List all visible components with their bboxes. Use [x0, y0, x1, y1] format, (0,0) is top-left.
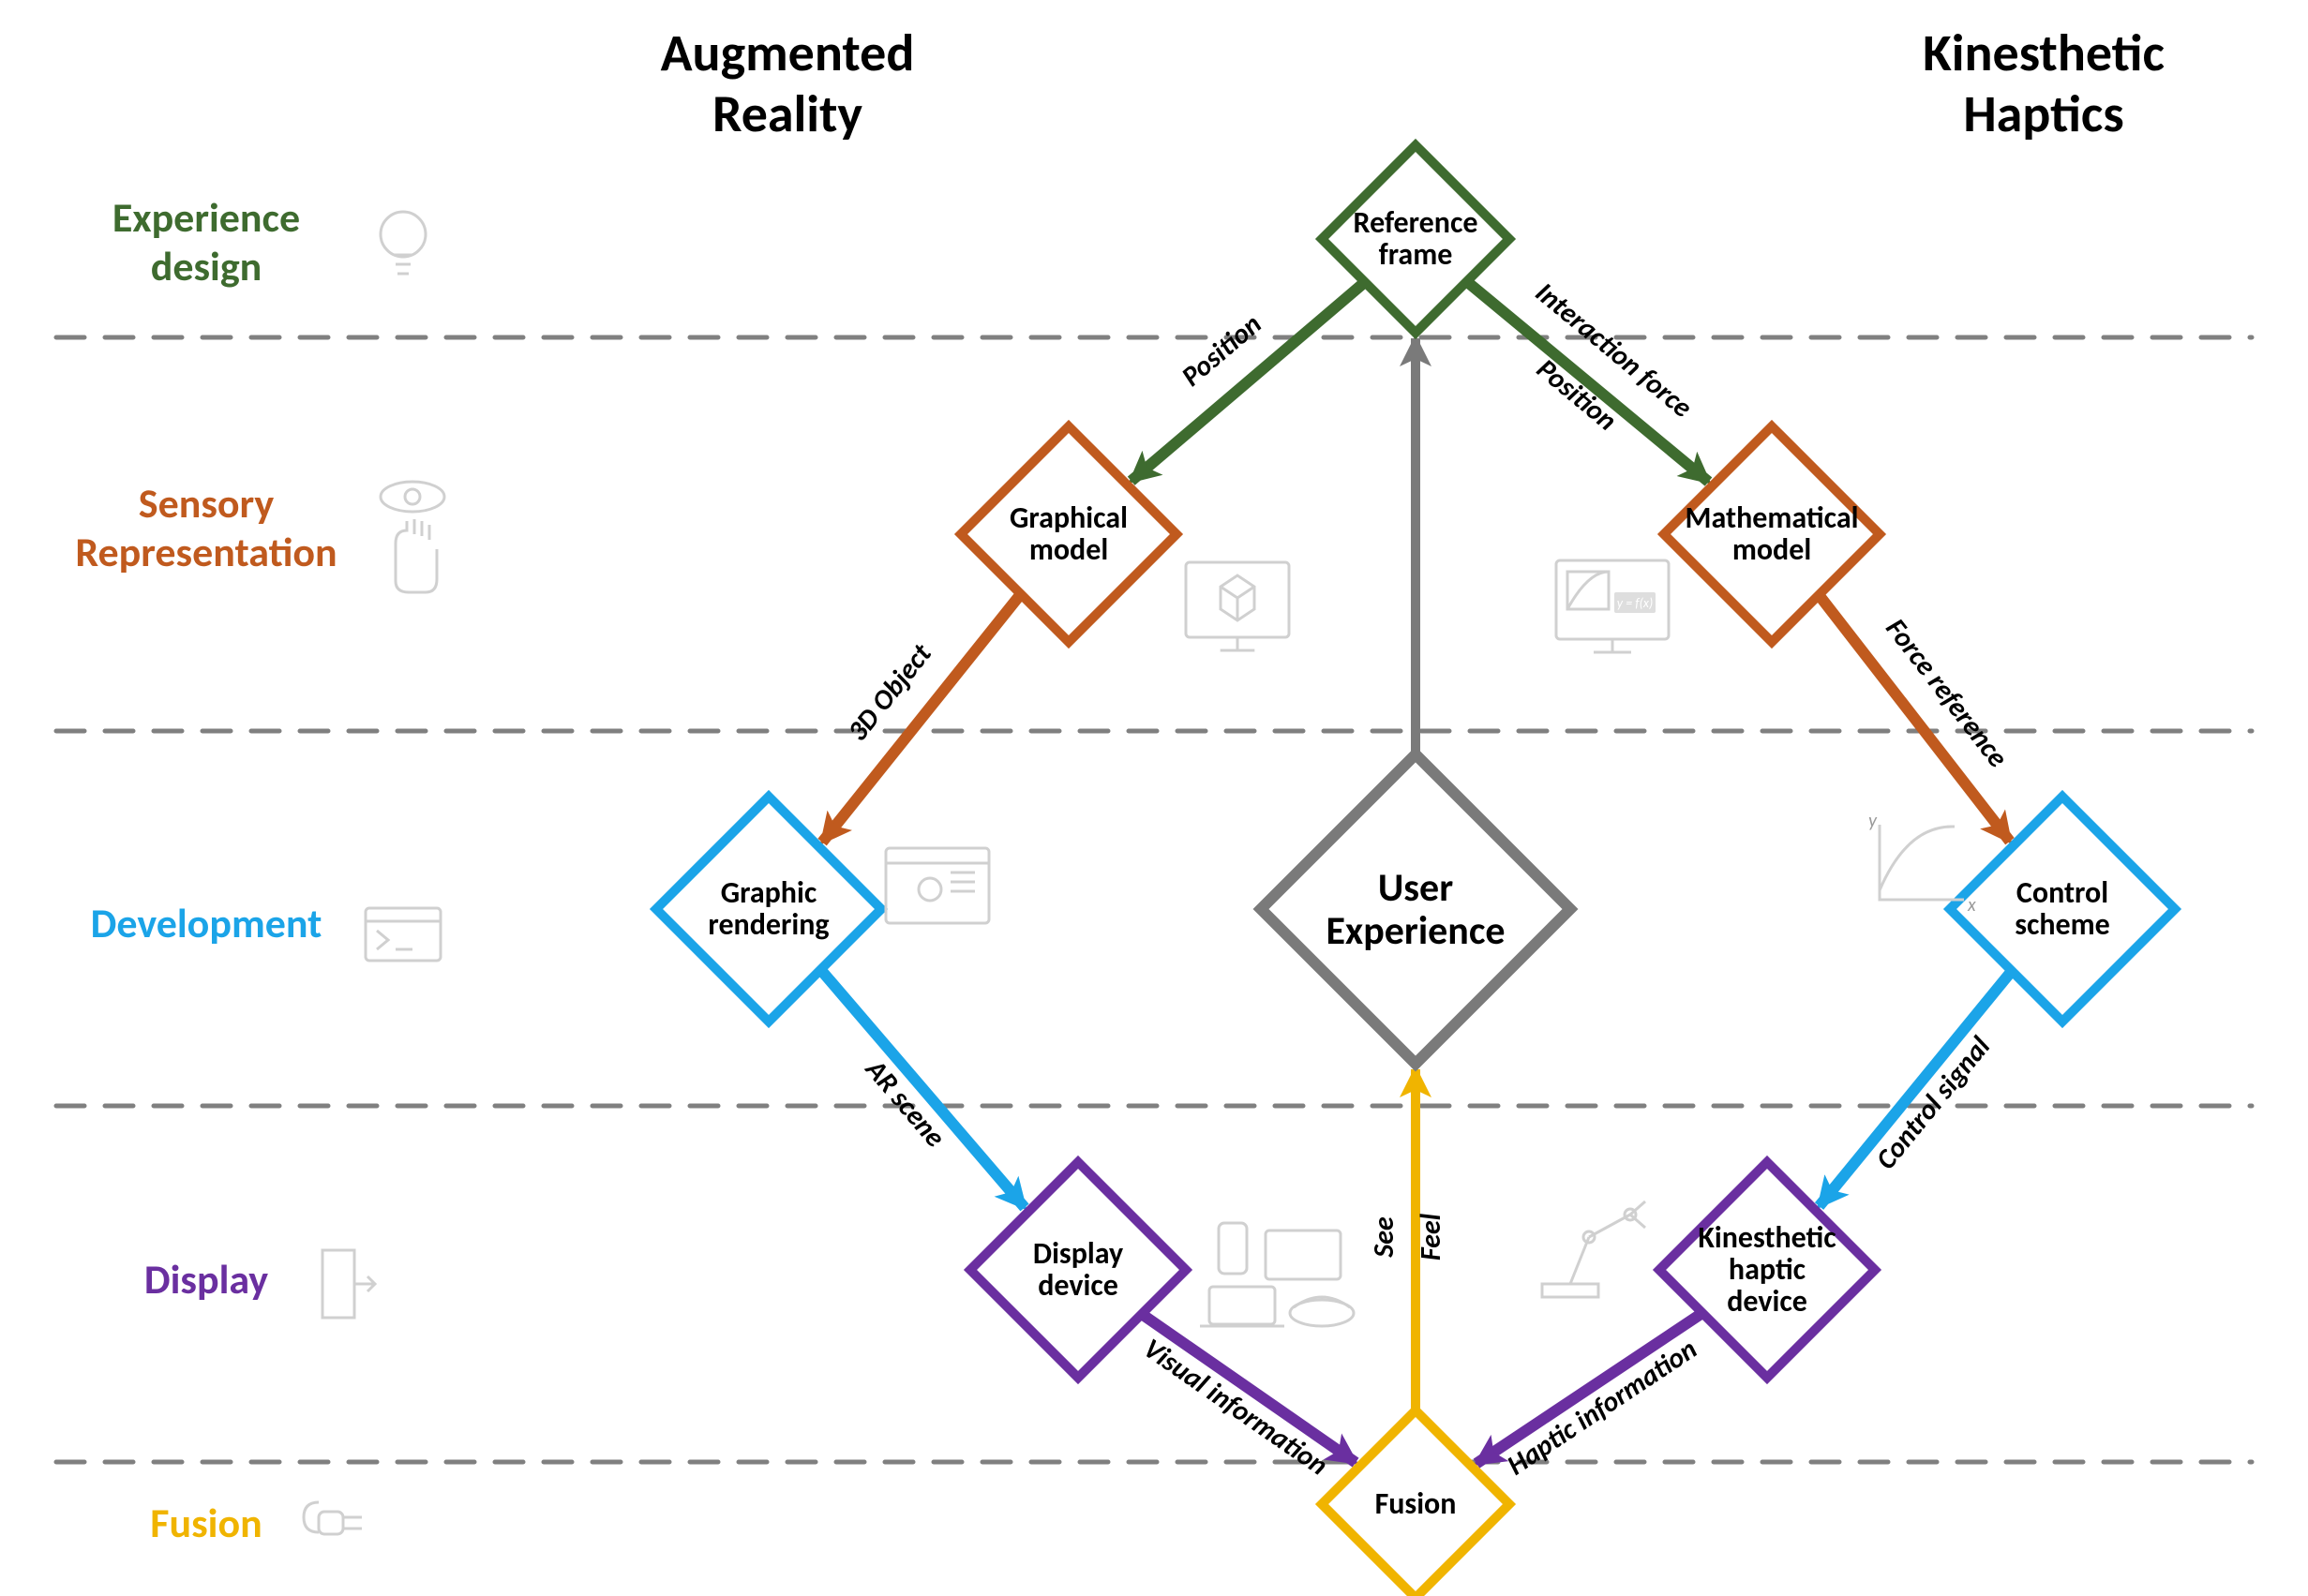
row-icon-group [304, 212, 444, 1534]
node-graphrender: Graphicrendering [656, 797, 881, 1022]
axes-graph-icon: yx [1868, 810, 1976, 917]
node-mathmodel: Mathematicalmodel [1664, 426, 1880, 642]
row-label-sensory-1: Sensory [139, 478, 275, 529]
row-label-sensory-2: Representation [75, 527, 337, 577]
svg-text:x: x [1967, 894, 1976, 917]
svg-text:y: y [1868, 810, 1878, 832]
col-title-left-2: Reality [712, 82, 862, 146]
row-label-experience-1: Experience [112, 192, 300, 243]
node-userexp-label-0: User [1378, 864, 1453, 912]
experience-row-icon [381, 212, 426, 274]
development-row-icon [366, 908, 441, 961]
node-control-label-1: scheme [2015, 906, 2110, 943]
node-mathmodel-label-1: model [1732, 531, 1811, 568]
node-graphrender-label-1: rendering [708, 906, 829, 943]
col-title-left-1: Augmented [661, 22, 915, 85]
node-control: Controlscheme [1950, 797, 2175, 1022]
col-title-right-1: Kinesthetic [1923, 22, 2165, 85]
formula-monitor-icon: y = f(x) [1556, 560, 1669, 652]
row-label-experience-2: design [151, 241, 262, 291]
label-see: See [1367, 1216, 1401, 1259]
node-userexp-label-1: Experience [1326, 907, 1505, 955]
row-label-group: Experiencedesign SensoryRepresentation Dev… [75, 192, 337, 1548]
edge-disp-fusion [1142, 1314, 1356, 1462]
robot-arm-icon [1542, 1201, 1645, 1297]
edge-render-disp [820, 970, 1025, 1208]
node-fusionnode-label-0: Fusion [1375, 1485, 1457, 1522]
sensory-row-icon [381, 482, 444, 592]
row-label-development-1: Development [91, 898, 322, 948]
display-row-icon [322, 1250, 375, 1318]
row-label-display-1: Display [144, 1254, 268, 1305]
cube-monitor-icon [1186, 562, 1289, 650]
edge-control-hapt-label: Control signal [1868, 1029, 1998, 1176]
edge-hapt-fusion [1476, 1313, 1702, 1464]
node-graphical: Graphicalmodel [961, 426, 1176, 642]
node-reference-label-1: frame [1379, 236, 1453, 273]
node-fusionnode: Fusion [1322, 1410, 1509, 1596]
node-displaydev-label-1: device [1038, 1267, 1118, 1304]
col-title-right-2: Haptics [1963, 82, 2123, 146]
node-hapticdev-label-2: device [1727, 1283, 1807, 1320]
label-feel: Feel [1414, 1213, 1448, 1260]
ide-window-icon [886, 848, 989, 923]
edge-control-hapt [1820, 971, 2012, 1206]
diagram-canvas: Augmented Reality Kinesthetic Haptics Ex… [0, 0, 2308, 1596]
node-graphical-label-1: model [1029, 531, 1108, 568]
node-userexp: UserExperience [1261, 754, 1570, 1064]
node-reference: Referenceframe [1322, 145, 1509, 333]
fusion-row-icon [304, 1502, 362, 1534]
svg-text:y = f(x): y = f(x) [1617, 595, 1653, 611]
row-label-fusion-1: Fusion [150, 1498, 262, 1548]
devices-cluster-icon [1200, 1223, 1354, 1326]
